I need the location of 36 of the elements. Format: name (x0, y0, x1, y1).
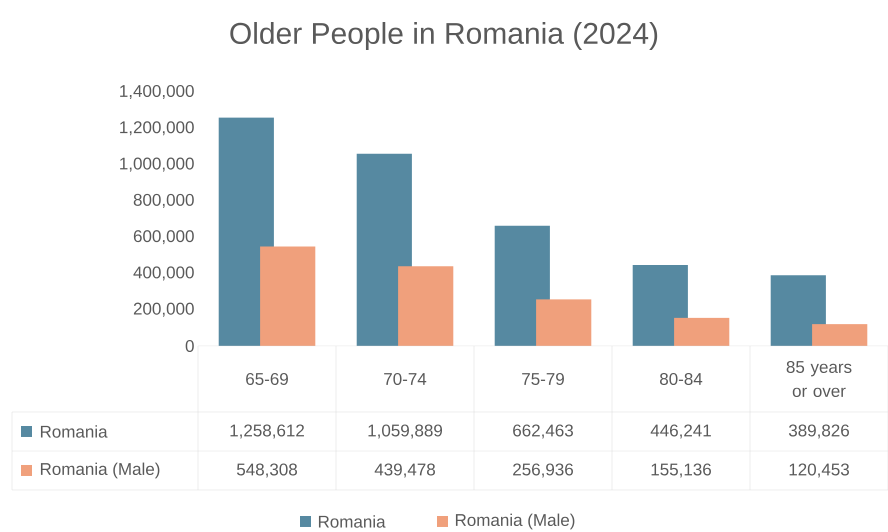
y-tick-label: 800,000 (134, 194, 194, 208)
y-tick-label: 1,200,000 (120, 121, 194, 136)
text: Romania (Male) (456, 514, 574, 530)
data-label: 439,478 (374, 463, 435, 478)
y-tick-label: 200,000 (134, 302, 194, 317)
data-label: 120,453 (790, 463, 849, 478)
data-label: 155,136 (652, 463, 711, 478)
x-tick-label: 65-69 (246, 372, 288, 386)
x-tick-label: 75-79 (522, 372, 564, 386)
data-label: 662,463 (513, 424, 573, 439)
chart-title: Older People in Romania (2024) (230, 22, 658, 50)
bar (674, 318, 730, 346)
text: Romania (318, 515, 386, 528)
y-tick-label: 0 (186, 340, 194, 352)
data-label: 548,308 (236, 463, 297, 478)
x-tick-label: 70-74 (384, 372, 426, 386)
bar (494, 226, 550, 346)
data-label: 1,059,889 (368, 424, 442, 439)
x-tick-label: 85 years or over (786, 360, 852, 398)
y-tick-label: 1,000,000 (120, 158, 194, 172)
bar (260, 246, 316, 346)
bar (812, 324, 868, 346)
bar (536, 299, 592, 346)
y-tick-label: 600,000 (134, 230, 194, 244)
bar (770, 275, 826, 346)
data-label: 256,936 (513, 463, 573, 478)
legend-label: Romania (Male) (40, 462, 160, 478)
data-label: 446,241 (650, 424, 711, 439)
y-tick-label: 1,400,000 (120, 84, 194, 100)
data-label: 389,826 (788, 424, 849, 439)
y-tick-label: 400,000 (133, 266, 194, 280)
bar (398, 266, 454, 346)
data-label: 1,258,612 (230, 424, 304, 439)
bar (632, 265, 688, 346)
legend-label: Romania (40, 425, 108, 438)
x-tick-label: 80-84 (660, 372, 702, 386)
